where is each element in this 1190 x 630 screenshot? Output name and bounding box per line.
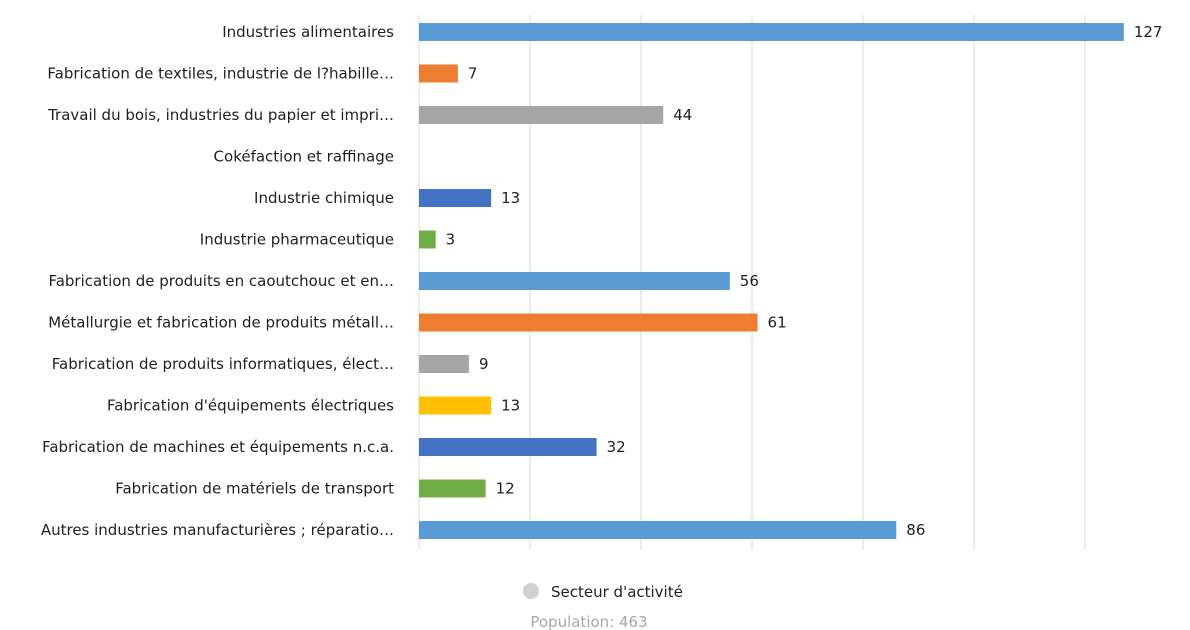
category-labels: Industries alimentaires Fabrication de te… — [41, 23, 394, 539]
value-labels: 127 7 44 13 3 56 61 9 13 32 12 86 — [446, 23, 1163, 539]
bar[interactable] — [419, 230, 436, 249]
category-label: Fabrication de machines et équipements n… — [42, 438, 394, 456]
bar[interactable] — [419, 106, 664, 124]
category-label: Cokéfaction et raffinage — [214, 148, 394, 166]
category-label: Industries alimentaires — [222, 23, 394, 41]
bar[interactable] — [419, 23, 1124, 41]
legend-label[interactable]: Secteur d'activité — [551, 583, 683, 601]
category-label: Fabrication de textiles, industrie de l?… — [47, 65, 394, 83]
bar[interactable] — [419, 479, 486, 498]
data-label: 13 — [501, 189, 520, 207]
category-label: Métallurgie et fabrication de produits m… — [48, 314, 394, 332]
bar[interactable] — [419, 313, 758, 332]
legend-marker[interactable] — [523, 583, 539, 599]
data-label: 12 — [496, 480, 515, 498]
data-label: 44 — [673, 106, 692, 124]
data-label: 3 — [446, 231, 456, 249]
data-label: 56 — [740, 272, 759, 290]
bar[interactable] — [419, 189, 492, 207]
data-label: 61 — [768, 314, 787, 332]
bars — [419, 23, 1124, 539]
category-label: Travail du bois, industries du papier et… — [47, 106, 394, 124]
data-label: 9 — [479, 355, 489, 373]
bar[interactable] — [419, 355, 469, 373]
data-label: 13 — [501, 397, 520, 415]
category-label: Industrie chimique — [254, 189, 394, 207]
bar[interactable] — [419, 272, 730, 290]
category-label: Industrie pharmaceutique — [200, 231, 394, 249]
data-label: 32 — [607, 438, 626, 456]
data-label: 127 — [1134, 23, 1163, 41]
category-label: Fabrication de matériels de transport — [115, 480, 394, 498]
legend[interactable]: Secteur d'activité — [523, 583, 683, 601]
category-label: Fabrication d'équipements électriques — [107, 397, 394, 415]
category-label: Fabrication de produits en caoutchouc et… — [48, 272, 394, 290]
bar[interactable] — [419, 396, 492, 415]
population-footer: Population: 463 — [530, 613, 647, 630]
bar[interactable] — [419, 64, 458, 83]
data-label: 7 — [468, 65, 478, 83]
category-label: Fabrication de produits informatiques, é… — [52, 355, 394, 373]
bar[interactable] — [419, 438, 597, 456]
category-label: Autres industries manufacturières ; répa… — [41, 521, 394, 539]
data-label: 86 — [906, 521, 925, 539]
bar[interactable] — [419, 521, 897, 539]
